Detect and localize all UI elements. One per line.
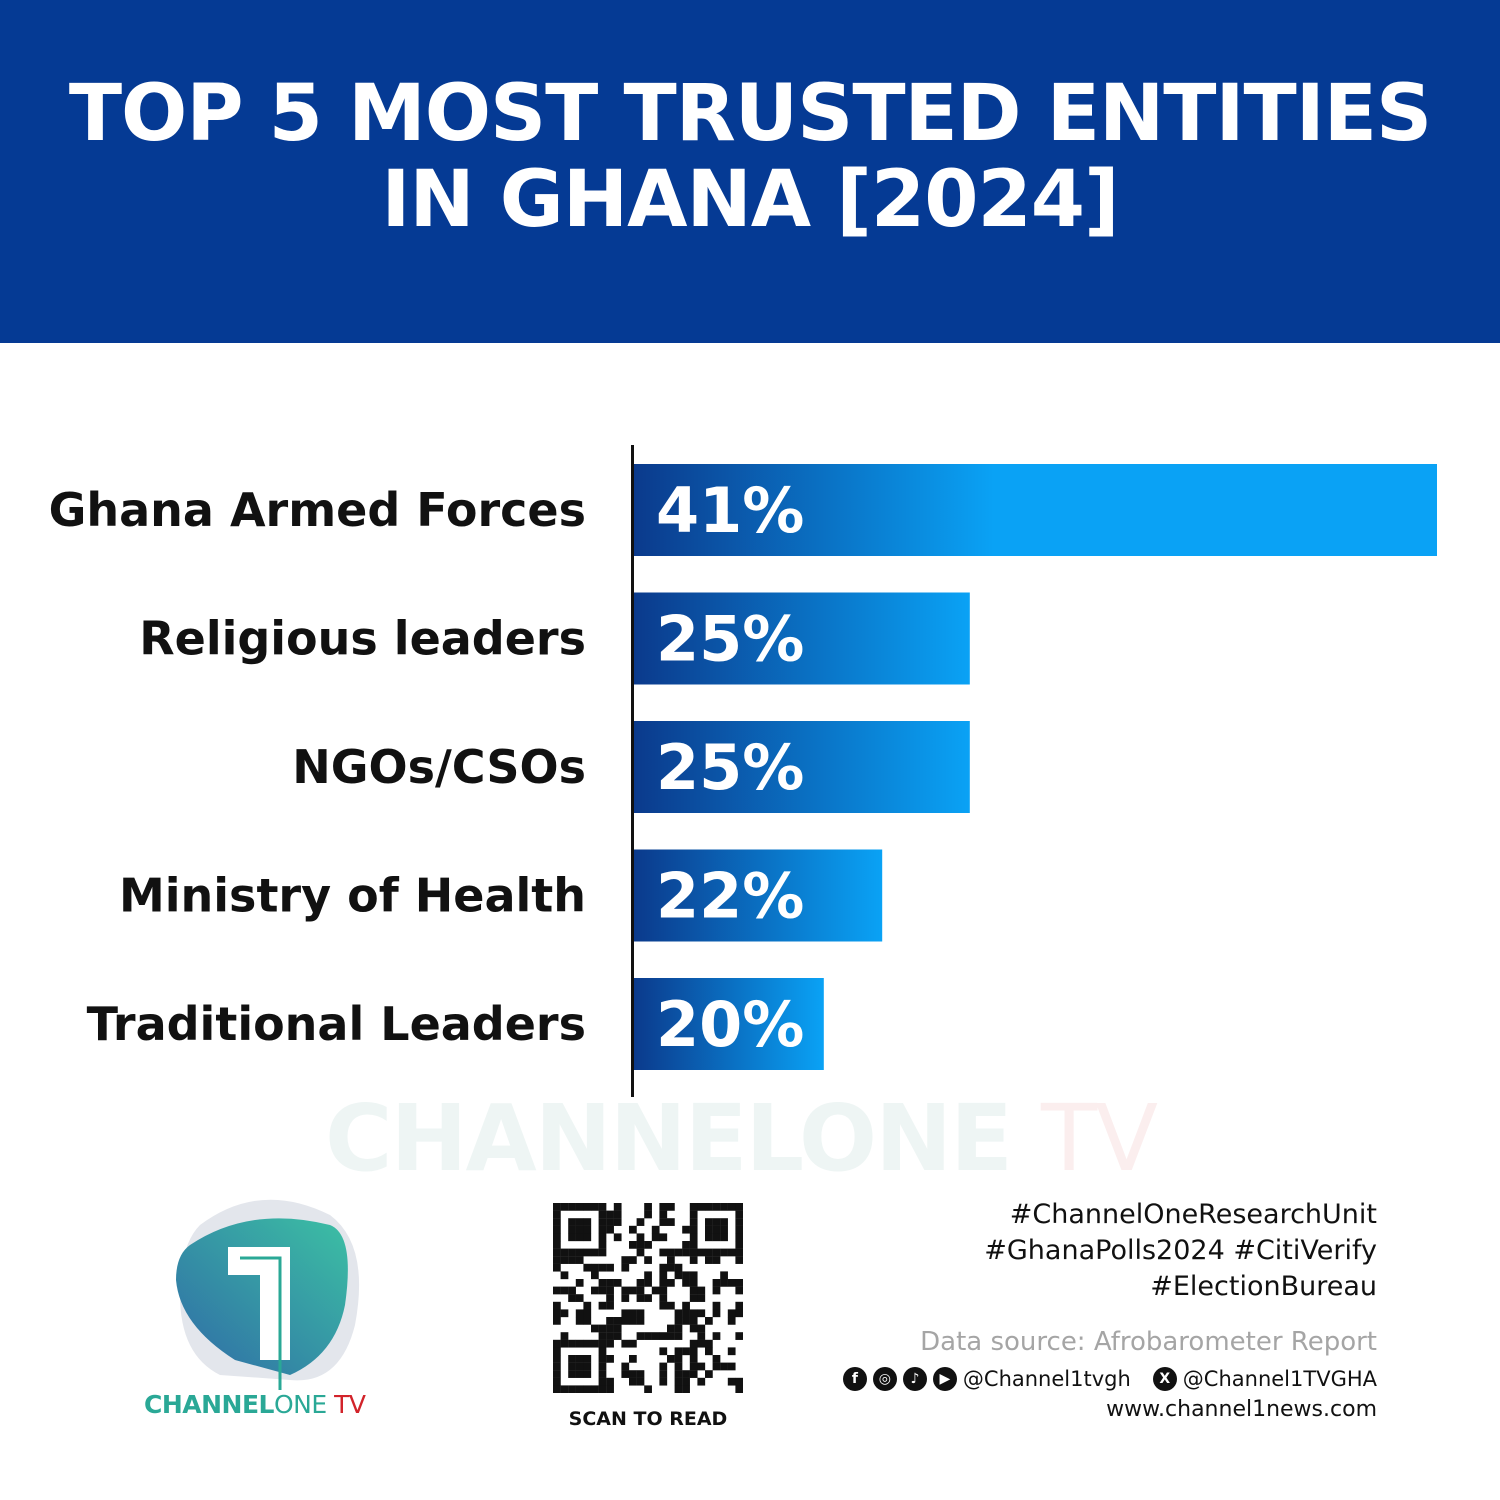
tiktok-icon[interactable]: ♪ — [902, 1367, 927, 1391]
logo-bold: CHANNEL — [144, 1390, 274, 1419]
category-label: NGOs/CSOs — [292, 740, 586, 794]
bar — [634, 592, 970, 685]
title-line-2: IN GHANA [2024] — [381, 154, 1119, 245]
watermark-tv: TV — [1040, 1085, 1158, 1192]
bar-chart: 41% Ghana Armed Forces 25% Religious leader… — [49, 445, 1437, 1097]
header-banner: TOP 5 MOST TRUSTED ENTITIES IN GHANA [20… — [0, 0, 1500, 343]
bar — [634, 849, 883, 942]
hashtag-line: #ChannelOneResearchUnit — [1009, 1199, 1377, 1230]
value-label: 25% — [656, 603, 804, 676]
x-handle[interactable]: @Channel1TVGHA — [1182, 1367, 1377, 1391]
data-source: Data source: Afrobarometer Report — [920, 1327, 1377, 1357]
value-label: 25% — [656, 731, 804, 804]
footer-info: #ChannelOneResearchUnit #GhanaPolls2024 … — [842, 1197, 1377, 1422]
bar — [634, 978, 824, 1070]
logo-tv: TV — [326, 1390, 366, 1419]
facebook-icon[interactable]: f — [842, 1367, 867, 1391]
channelone-logo — [176, 1199, 360, 1390]
bar — [634, 721, 970, 813]
hashtag-line: #ElectionBureau — [1150, 1271, 1377, 1302]
title-line-1: TOP 5 MOST TRUSTED ENTITIES — [68, 68, 1432, 159]
value-label: 41% — [656, 474, 804, 547]
instagram-icon[interactable]: ◎ — [872, 1367, 897, 1391]
category-label: Ministry of Health — [119, 869, 586, 923]
qr-code[interactable] — [553, 1203, 743, 1393]
logo-wordmark: CHANNELONE TV — [144, 1390, 366, 1419]
social-handle[interactable]: @Channel1tvgh — [962, 1367, 1131, 1391]
watermark: CHANNELONE TV — [325, 1085, 1158, 1192]
category-label: Religious leaders — [139, 612, 586, 666]
bar — [634, 464, 1437, 556]
value-label: 20% — [656, 988, 804, 1061]
watermark-text: CHANNELONE — [325, 1085, 1013, 1192]
category-label: Traditional Leaders — [87, 997, 586, 1051]
hashtag-line: #GhanaPolls2024 #CitiVerify — [984, 1235, 1377, 1266]
x-icon[interactable]: X — [1152, 1367, 1177, 1391]
qr-caption: SCAN TO READ — [568, 1408, 728, 1430]
category-label: Ghana Armed Forces — [49, 483, 586, 537]
social-handles: f ◎ ♪ ▶ @Channel1tvgh X @Channel1TVGHA — [842, 1363, 1377, 1395]
website-link[interactable]: www.channel1news.com — [1106, 1397, 1377, 1422]
value-label: 22% — [656, 860, 804, 933]
youtube-icon[interactable]: ▶ — [932, 1367, 957, 1391]
logo-light: ONE — [273, 1390, 327, 1419]
